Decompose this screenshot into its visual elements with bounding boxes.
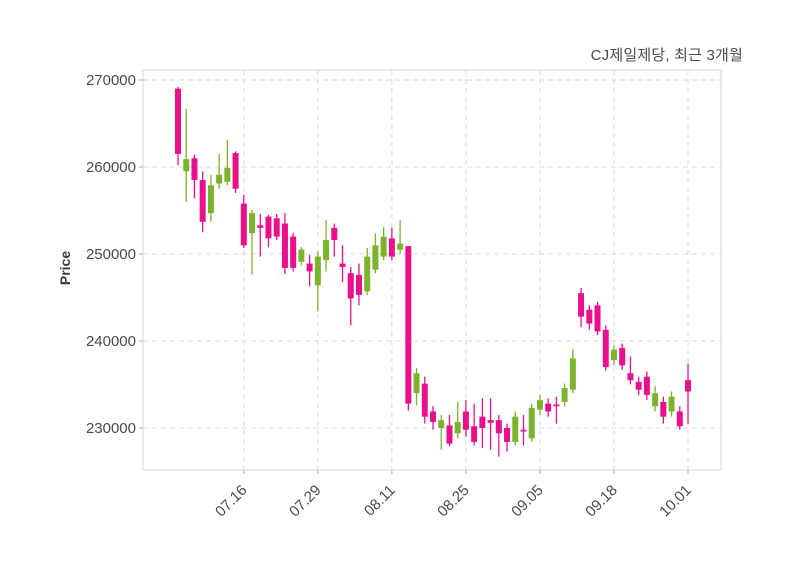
candle-body-up [397,243,404,250]
candle-body-up [561,387,568,402]
candle-body-up [528,407,535,439]
candle-body-down [487,420,494,423]
y-tick-label: 260000 [86,159,136,176]
y-tick-label: 240000 [86,333,136,350]
candle-body-down [479,416,486,428]
candle-body-down [265,216,272,239]
candle-body-down [471,426,478,442]
candle-body-down [347,273,354,299]
y-axis-label: Price [57,250,73,286]
x-tick-label: 08.11 [361,482,399,520]
candle-body-down [643,376,650,395]
candle-body-down [355,274,362,295]
x-tick-label: 09.05 [508,482,547,521]
chart-title: CJ제일제당, 최근 3개월 [590,47,743,64]
candle-body-up [413,373,420,394]
candle-body-up [438,420,445,428]
x-tick-label: 10.01 [656,482,695,521]
candle-body-down [578,293,585,317]
candle-body-down [602,329,609,368]
candle-body-down [545,403,552,412]
x-tick-label: 08.25 [434,482,473,521]
candle-body-down [273,218,280,237]
candle-body-down [660,401,667,417]
candle-body-down [635,381,642,390]
candle-body-up [364,256,371,292]
candle-body-up [207,185,214,214]
candle-body-up [536,400,543,410]
candle-body-down [462,411,469,430]
candle-body-up [298,249,305,262]
candle-body-down [685,380,692,392]
candle-body-down [290,236,297,268]
candle-body-down [191,158,198,181]
candle-body-down [520,429,527,432]
candle-body-up [249,213,256,234]
candle-body-down [175,88,181,154]
y-tick-label: 270000 [86,72,136,89]
candle-body-up [610,349,617,361]
candle-body-down [232,153,239,189]
candle-body-up [454,421,461,434]
candle-body-down [257,225,264,228]
candle-body-down [504,427,511,442]
candle-body-up [314,256,321,286]
candle-body-down [388,238,395,257]
y-tick-label: 230000 [86,420,136,437]
candle-body-down [199,180,206,222]
y-tick-label: 250000 [86,246,136,263]
x-tick-label: 07.29 [286,482,325,521]
candle-body-down [553,404,560,407]
candle-body-down [619,347,626,366]
plot-border [142,69,722,471]
x-tick-label: 09.18 [582,482,621,521]
candle-body-up [668,396,675,412]
candle-body-down [446,425,453,444]
candle-body-down [594,305,601,332]
candle-body-up [224,167,231,182]
candle-body-down [430,411,437,422]
candle-body-up [372,245,379,270]
candle-body-down [495,420,502,434]
candle-body-down [331,227,338,241]
candle-body-up [512,416,519,442]
x-tick-label: 07.16 [212,482,251,521]
candle-body-down [306,263,313,272]
candle-body-down [240,203,247,246]
candle-body-down [676,411,683,427]
candle-body-up [569,358,576,390]
candle-body-up [323,240,330,261]
candle-body-up [652,393,659,407]
candle-body-up [216,174,223,184]
candle-body-down [405,246,412,404]
candle-body-up [380,236,387,257]
candle-body-down [586,309,593,324]
candle-body-down [627,373,634,381]
candle-body-up [183,159,190,172]
candle-body-down [339,263,346,268]
candle-body-down [281,223,288,268]
candle-body-down [421,383,428,417]
